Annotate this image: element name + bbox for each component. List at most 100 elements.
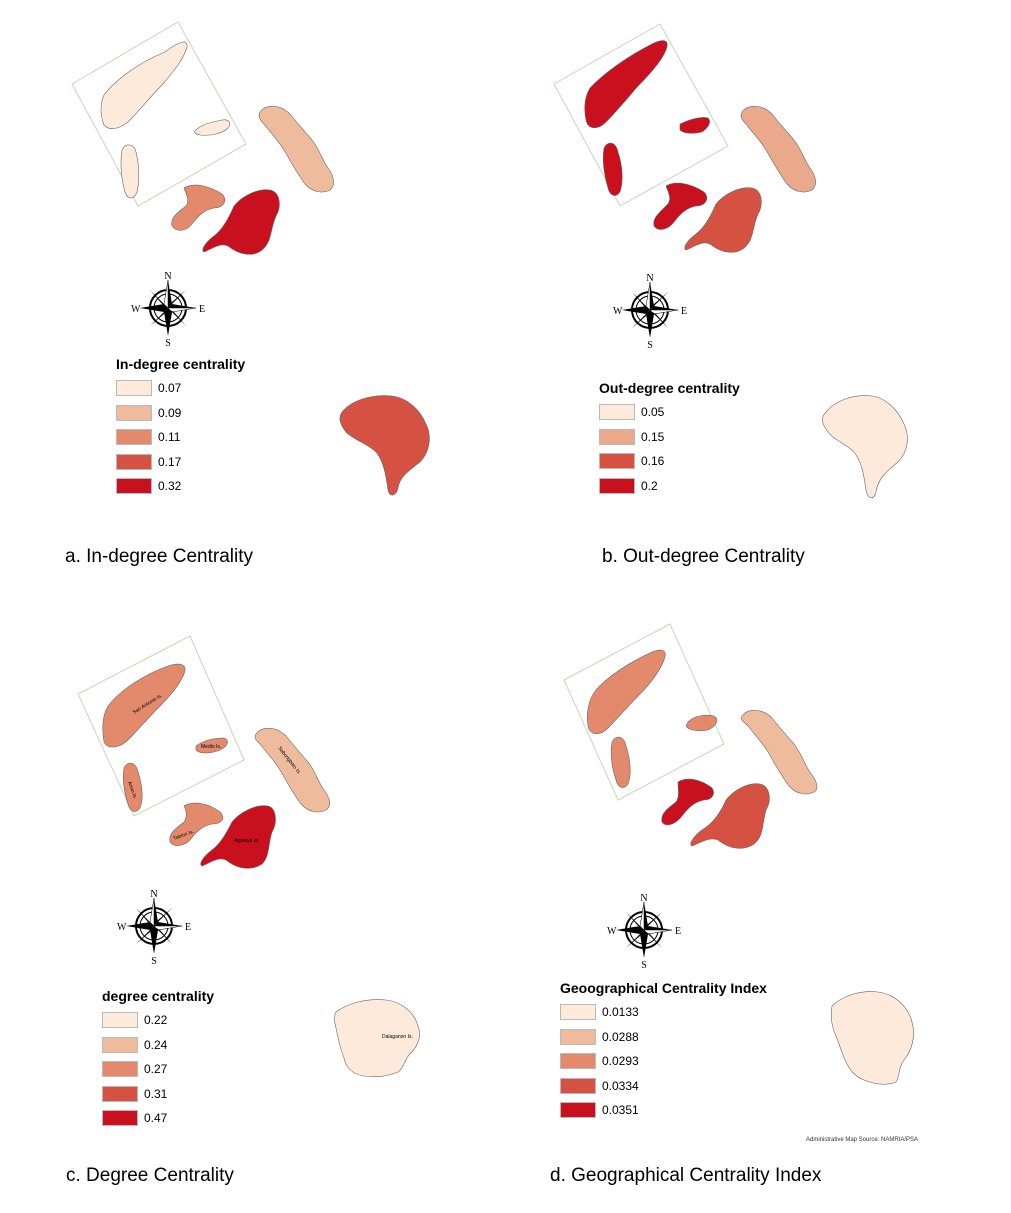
legend-title: Out-degree centrality: [599, 380, 740, 396]
legend-swatch: [116, 478, 152, 495]
compass-west: W: [607, 926, 617, 937]
compass-west: W: [131, 304, 141, 315]
legend-label: 0.0288: [602, 1029, 639, 1044]
legend-item: 0.24: [102, 1033, 214, 1058]
legend-item: 0.22: [102, 1008, 214, 1033]
island-mid-big: [202, 189, 280, 255]
caption-d: d. Geographical Centrality Index: [550, 1165, 822, 1186]
legend-title: In-degree centrality: [116, 356, 246, 372]
legend-item: 0.27: [102, 1057, 214, 1082]
legend-swatch: [560, 1102, 596, 1119]
compass-south: S: [165, 338, 171, 348]
legend-swatch: [102, 1012, 138, 1029]
compass-south: S: [641, 960, 647, 970]
island-south: [339, 395, 430, 496]
legend-label: 0.05: [641, 405, 665, 420]
compass-north: N: [164, 271, 171, 282]
legend-swatch: [116, 453, 152, 470]
legend-label: 0.17: [158, 454, 182, 469]
legend-item: 0.07: [116, 376, 245, 401]
panel-a: N S E W In-degree centrality 0.07 0.09 0.11…: [0, 0, 500, 600]
compass-south: S: [151, 956, 157, 966]
legend-swatch: [560, 1004, 596, 1021]
legend-d: Geoographical Centrality Index 0.0133 0.02…: [560, 980, 767, 1123]
legend-label: 0.27: [144, 1062, 168, 1077]
panel-b: N S E W Out-degree centrality 0.05 0.15 0.1…: [480, 0, 1011, 600]
legend-item: 0.0288: [560, 1025, 767, 1050]
legend-item: 0.05: [599, 400, 740, 425]
island-south: [334, 999, 420, 1078]
island-north-long: [100, 41, 188, 129]
island-mid-west: [653, 182, 708, 230]
inset-frame: [77, 635, 245, 817]
compass-north: N: [646, 273, 653, 284]
caption-a: a. In-degree Centrality: [65, 546, 253, 567]
map-a: [71, 21, 430, 496]
legend-item: 0.0293: [560, 1049, 767, 1074]
compass-south: S: [647, 340, 653, 350]
island-east-long: [740, 105, 816, 193]
island-mid-big: [200, 805, 276, 869]
compass-east: E: [185, 922, 191, 933]
legend-item: 0.32: [116, 474, 245, 499]
island-north-long: [102, 663, 186, 748]
map-b: [553, 23, 908, 499]
compass-rose-d: N S E W: [607, 893, 681, 970]
compass-east: E: [681, 306, 687, 317]
island-north-west: [610, 736, 631, 788]
legend-label: 0.32: [158, 479, 182, 494]
island-mid-west: [171, 184, 226, 231]
legend-item: 0.2: [599, 474, 740, 499]
island-east-long: [258, 105, 334, 193]
compass-west: W: [613, 306, 623, 317]
legend-swatch: [102, 1036, 138, 1053]
legend-label: 0.24: [144, 1037, 168, 1052]
legend-item: 0.0334: [560, 1074, 767, 1099]
legend-swatch: [102, 1085, 138, 1102]
compass-north: N: [150, 889, 157, 900]
legend-label: 0.16: [641, 454, 665, 469]
legend-item: 0.16: [599, 449, 740, 474]
island-east-long: [254, 727, 330, 813]
island-south: [822, 395, 908, 499]
island-north-west: [122, 762, 143, 812]
island-north-small: [195, 737, 228, 754]
legend-label: 0.15: [641, 429, 665, 444]
legend-item: 0.17: [116, 450, 245, 475]
panel-d: N S E W Geoographical Centrality Index 0.…: [480, 610, 1011, 1213]
legend-swatch: [599, 477, 635, 494]
compass-rose-c: N S E W: [117, 889, 191, 966]
legend-label: 0.11: [158, 430, 181, 445]
legend-swatch: [116, 380, 152, 397]
map-c: San Antonio Is. Medio Is. Anao Is. Sabon…: [77, 635, 420, 1078]
legend-item: 0.31: [102, 1082, 214, 1107]
inset-frame: [563, 623, 725, 801]
legend-label: 0.0334: [602, 1078, 639, 1093]
legend-swatch: [599, 404, 635, 421]
legend-item: 0.47: [102, 1106, 214, 1131]
legend-swatch: [560, 1077, 596, 1094]
island-north-long: [584, 40, 668, 129]
island-south: [830, 991, 914, 1085]
legend-label: 0.47: [144, 1111, 168, 1126]
island-label-mid-big: Agutaya Is.: [234, 838, 259, 844]
legend-item: 0.0133: [560, 1000, 767, 1025]
compass-north: N: [640, 893, 647, 904]
legend-label: 0.0133: [602, 1005, 639, 1020]
compass-rose-b: N S E W: [613, 273, 687, 350]
legend-label: 0.2: [641, 478, 658, 493]
legend-item: 0.0351: [560, 1098, 767, 1123]
map-d: [563, 623, 914, 1085]
legend-item: 0.11: [116, 425, 245, 450]
legend-swatch: [599, 453, 635, 470]
island-east-long: [741, 709, 818, 795]
legend-swatch: [102, 1110, 138, 1127]
legend-item: 0.09: [116, 401, 245, 426]
island-mid-big: [690, 783, 770, 849]
panel-c: San Antonio Is. Medio Is. Anao Is. Sabon…: [0, 610, 500, 1213]
compass-east: E: [199, 304, 205, 315]
island-mid-west: [661, 778, 714, 826]
legend-label: 0.09: [158, 405, 182, 420]
island-label-north-west: Anao Is.: [126, 781, 138, 800]
island-north-small: [685, 714, 718, 732]
